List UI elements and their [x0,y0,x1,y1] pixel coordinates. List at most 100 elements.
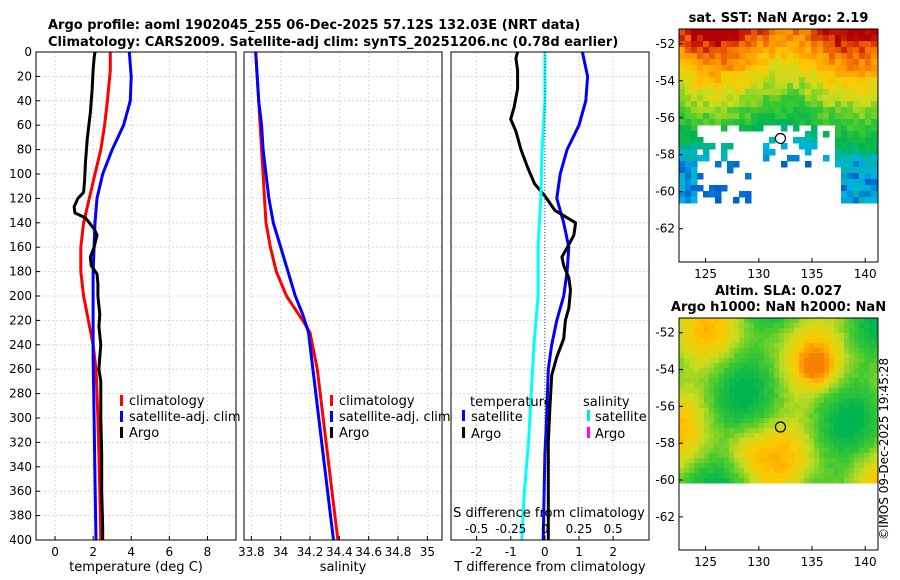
map-cell [819,428,825,434]
map-cell [749,478,755,484]
map-cell [799,338,805,344]
map-cell [779,373,785,379]
y-tick-label: 0 [24,45,32,59]
map-cell [724,348,730,354]
map-cell [871,143,878,150]
map-cell [694,443,700,449]
map-cell [699,318,705,324]
map-cell [744,323,750,329]
map-cell [839,433,845,439]
map-cell [745,83,752,90]
map-cell [739,408,745,414]
map-cell [819,383,825,389]
map-cell [779,338,785,344]
map-cell [769,383,775,389]
map-cell [819,418,825,424]
map-cell [721,71,728,78]
map-cell [759,453,765,459]
map-cell [734,448,740,454]
map-cell [733,197,740,204]
map-cell [871,29,878,36]
map-cell [784,408,790,414]
y-tick-label: -54 [655,74,675,88]
map-cell [703,71,710,78]
map-cell [764,453,770,459]
map-cell [793,41,800,48]
map-cell [779,378,785,384]
map-cell [739,398,745,404]
map-cell [714,363,720,369]
map-cell [703,59,710,66]
map-cell [691,41,698,48]
map-cell [869,453,875,459]
map-cell [835,125,842,132]
map-cell [715,53,722,60]
map-cell [834,418,840,424]
y-tick-label: -62 [655,510,675,524]
map-cell [835,137,842,144]
map-cell [685,179,692,186]
map-cell [694,403,700,409]
map-cell [714,323,720,329]
legend-label: satellite-adj. clim [339,410,451,425]
map-cell [871,185,878,192]
map-cell [754,463,760,469]
map-cell [704,463,710,469]
map-cell [764,443,770,449]
map-cell [679,143,686,150]
map-cell [709,373,715,379]
map-cell [823,101,830,108]
map-cell [789,338,795,344]
map-cell [835,35,842,42]
map-cell [817,59,824,66]
map-cell [745,191,752,198]
map-cell [865,89,872,96]
map-cell [869,388,875,394]
map-cell [853,185,860,192]
map-cell [823,29,830,36]
map-cell [819,348,825,354]
map-cell [779,448,785,454]
map-cell [739,83,746,90]
map-cell [871,167,878,174]
map-cell [679,478,685,484]
map-cell [817,47,824,54]
map-cell [834,333,840,339]
map-cell [744,408,750,414]
map-cell [744,373,750,379]
map-cell [865,65,872,72]
map-cell [751,53,758,60]
map-cell [739,41,746,48]
map-cell [769,83,776,90]
map-cell [679,358,685,364]
map-cell [721,83,728,90]
map-cell [869,378,875,384]
map-cell [829,423,835,429]
map-cell [784,468,790,474]
map-cell [774,393,780,399]
map-cell [834,478,840,484]
map-cell [719,343,725,349]
map-cell [775,41,782,48]
map-cell [694,413,700,419]
map-cell [759,438,765,444]
map-cell [779,388,785,394]
map-cell [814,423,820,429]
map-cell [835,65,842,72]
map-cell [769,35,776,42]
map-cell [799,448,805,454]
legend-swatch [120,427,123,438]
map-cell [865,107,872,114]
map-cell [679,197,686,204]
map-cell [739,388,745,394]
map-cell [814,393,820,399]
map-cell [839,453,845,459]
map-cell [703,29,710,36]
map-cell [691,185,698,192]
map-cell [685,53,692,60]
map-cell [779,438,785,444]
map-cell [804,403,810,409]
map-cell [804,413,810,419]
map-cell [805,41,812,48]
map-cell [774,458,780,464]
